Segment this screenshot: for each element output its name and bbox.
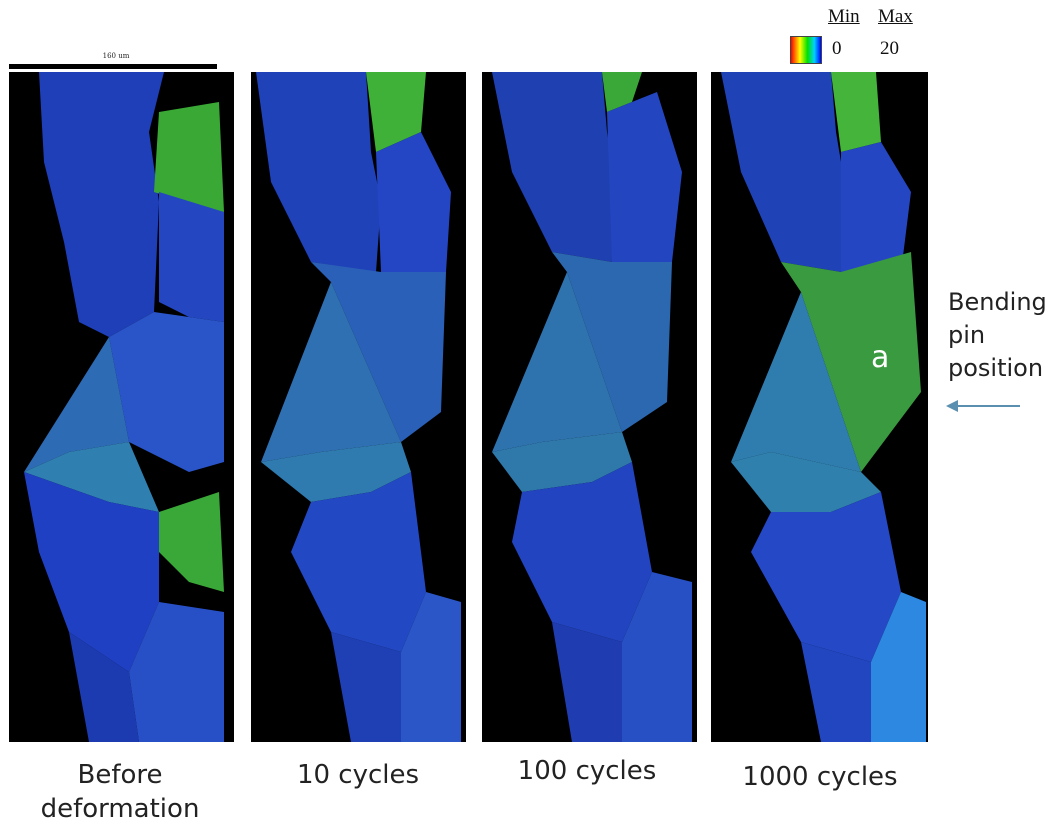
micrograph-100-cycles [482, 72, 697, 742]
scale-bar [9, 64, 217, 69]
caption-before-deformation: Before deformation [20, 758, 220, 826]
caption-text: Before deformation [40, 760, 200, 824]
bending-pin-label: Bending pin position [948, 286, 1047, 385]
color-scale-swatch [790, 36, 822, 64]
micrograph-before-deformation [9, 72, 234, 742]
caption-100-cycles: 100 cycles [487, 754, 687, 788]
caption-text: 10 cycles [296, 760, 420, 790]
scale-bar-label: 160 um [102, 52, 130, 60]
bending-pin-text: Bending pin position [948, 288, 1047, 382]
caption-text: 100 cycles [517, 756, 657, 786]
legend-max-value: 20 [880, 38, 899, 59]
legend-max-label: Max [878, 6, 913, 27]
caption-text: 1000 cycles [742, 762, 898, 792]
caption-10-cycles: 10 cycles [258, 758, 458, 792]
caption-1000-cycles: 1000 cycles [720, 760, 920, 794]
legend-min-value: 0 [832, 38, 842, 59]
arrow-left-icon [946, 400, 1020, 412]
micrograph-1000-cycles [711, 72, 928, 742]
legend-min-label: Min [828, 6, 860, 27]
grain-label: a [871, 340, 890, 375]
micrograph-10-cycles [251, 72, 466, 742]
